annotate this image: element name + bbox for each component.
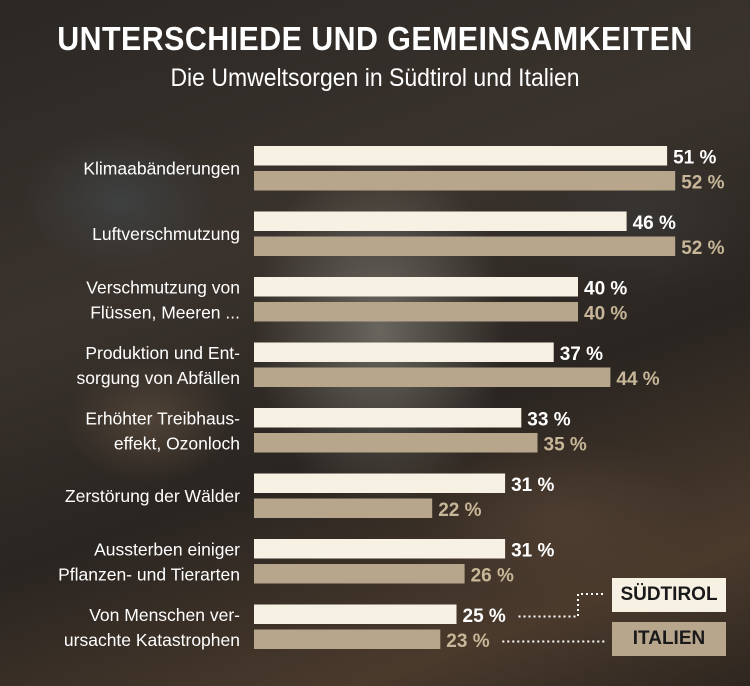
- category-label-6-line-0: Aussterben einiger: [94, 539, 240, 559]
- bar-italien-1: [254, 236, 676, 256]
- data-label-italien-4: 35 %: [544, 435, 587, 456]
- category-label-6-line-1: Pflanzen- und Tierarten: [58, 564, 240, 584]
- bar-italien-7: [254, 629, 441, 649]
- bar-italien-5: [254, 498, 433, 518]
- data-label-suedtirol-4: 33 %: [527, 410, 570, 431]
- bar-italien-6: [254, 564, 465, 584]
- category-label-3-line-1: sorgung von Abfällen: [77, 368, 240, 388]
- category-label-0: Klimaabänderungen: [83, 158, 240, 178]
- bar-suedtirol-7: [254, 604, 457, 624]
- data-label-suedtirol-1: 46 %: [633, 213, 676, 234]
- legend-leader-suedtirol: [518, 593, 606, 618]
- chart-title: UNTERSCHIEDE UND GEMEINSAMKEITEN: [57, 20, 693, 57]
- bar-suedtirol-2: [254, 277, 578, 297]
- data-label-italien-0: 52 %: [681, 173, 724, 194]
- bar-suedtirol-5: [254, 473, 506, 493]
- data-label-suedtirol-5: 31 %: [511, 475, 554, 496]
- category-label-1: Luftverschmutzung: [92, 224, 240, 244]
- data-label-suedtirol-0: 51 %: [673, 148, 716, 169]
- category-label-4-line-1: effekt, Ozonloch: [114, 433, 240, 453]
- data-label-italien-2: 40 %: [584, 304, 627, 325]
- data-label-italien-7: 23 %: [446, 631, 489, 652]
- bar-suedtirol-6: [254, 539, 506, 559]
- data-label-italien-6: 26 %: [471, 566, 514, 587]
- bar-suedtirol-4: [254, 408, 522, 428]
- category-label-3-line-0: Produktion und Ent-: [85, 343, 240, 363]
- chart-subtitle: Die Umweltsorgen in Südtirol und Italien: [170, 64, 580, 92]
- category-label-2-line-0: Verschmutzung von: [86, 277, 240, 297]
- bar-italien-0: [254, 171, 676, 191]
- data-label-suedtirol-7: 25 %: [463, 606, 506, 627]
- data-label-italien-5: 22 %: [438, 500, 481, 521]
- bar-italien-2: [254, 302, 578, 322]
- data-label-suedtirol-2: 40 %: [584, 279, 627, 300]
- category-label-4-line-0: Erhöhter Treibhaus-: [85, 408, 240, 428]
- bar-suedtirol-3: [254, 342, 554, 362]
- data-label-italien-3: 44 %: [616, 369, 659, 390]
- bar-suedtirol-0: [254, 146, 668, 166]
- category-label-5: Zerstörung der Wälder: [65, 486, 240, 506]
- data-label-suedtirol-3: 37 %: [560, 344, 603, 365]
- data-label-italien-1: 52 %: [681, 238, 724, 259]
- legend-suedtirol: SÜDTIROL: [612, 578, 726, 612]
- bar-italien-4: [254, 433, 538, 453]
- category-label-7-line-1: ursachte Katastrophen: [64, 630, 240, 650]
- legend-italien: ITALIEN: [612, 622, 726, 656]
- bar-suedtirol-1: [254, 211, 627, 231]
- category-label-7-line-0: Von Menschen ver-: [89, 605, 240, 625]
- category-label-2-line-1: Flüssen, Meeren ...: [90, 302, 240, 322]
- data-label-suedtirol-6: 31 %: [511, 541, 554, 562]
- bar-italien-3: [254, 367, 611, 387]
